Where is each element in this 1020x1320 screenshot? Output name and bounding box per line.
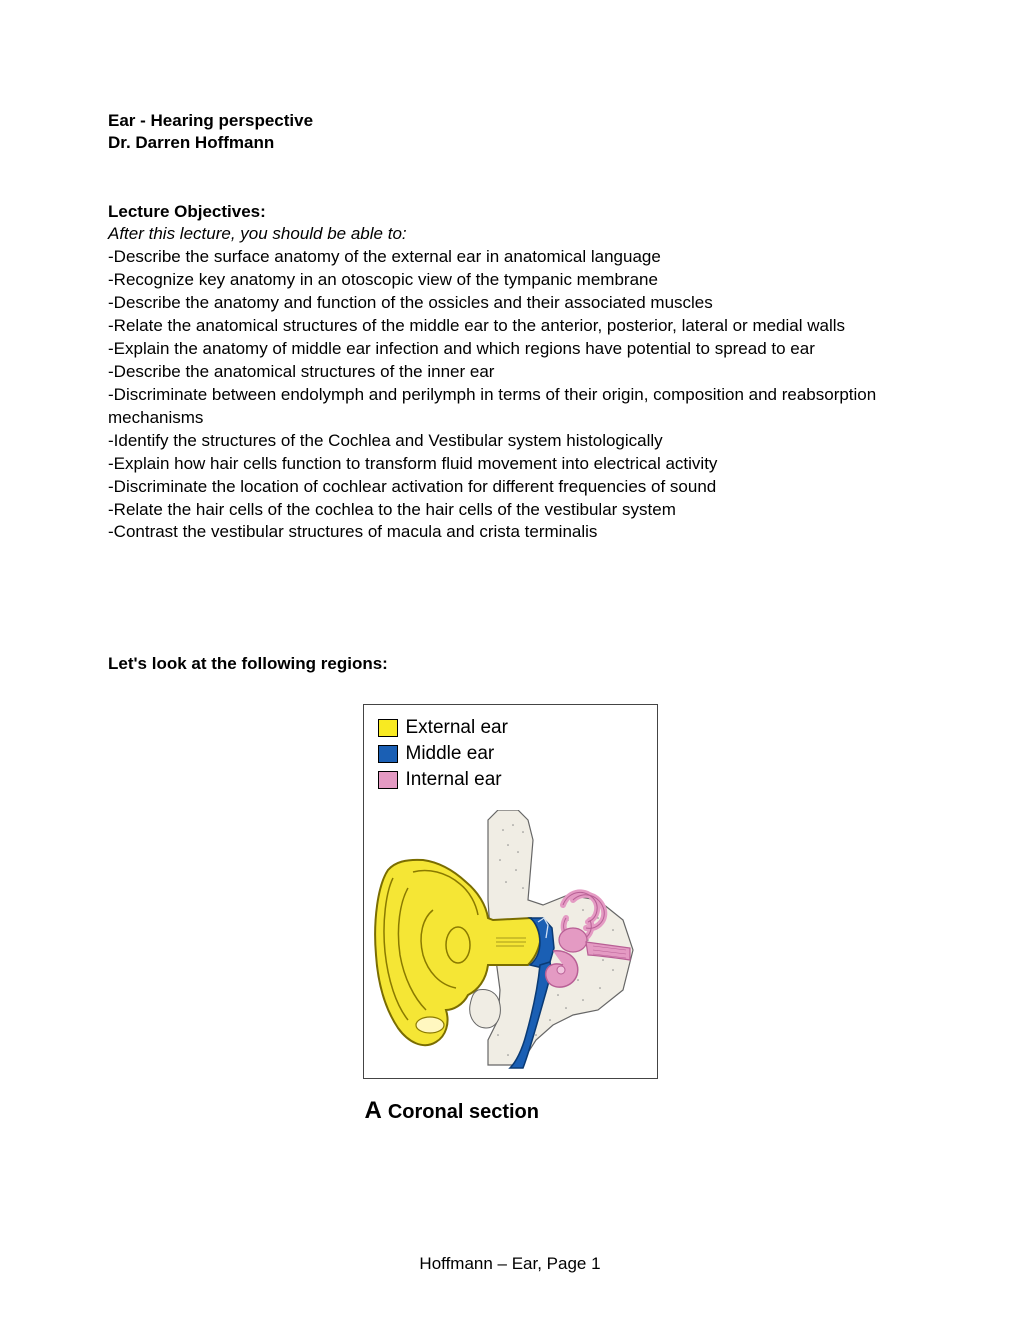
objective-item: -Contrast the vestibular structures of m… [108,521,912,544]
legend-label: External ear [406,717,508,739]
objective-item: -Describe the anatomy and function of th… [108,292,912,315]
objective-item: -Relate the anatomical structures of the… [108,315,912,338]
legend-label: Internal ear [406,769,502,791]
objective-item: -Recognize key anatomy in an otoscopic v… [108,269,912,292]
caption-text: Coronal section [388,1101,539,1123]
ear-anatomy-diagram [368,810,653,1070]
cartilage-below [469,990,500,1028]
regions-heading: Let's look at the following regions: [108,654,912,674]
legend-row: Middle ear [378,743,643,765]
figure-caption: A Coronal section [363,1097,658,1125]
objective-item: -Explain how hair cells function to tran… [108,453,912,476]
legend-swatch-internal [378,771,398,789]
objectives-intro: After this lecture, you should be able t… [108,224,912,244]
objective-item: -Discriminate the location of cochlear a… [108,476,912,499]
legend-swatch-external [378,719,398,737]
legend-row: External ear [378,717,643,739]
figure-legend: External ear Middle ear Internal ear [378,717,643,791]
auricle-lobule-highlight [416,1017,444,1033]
document-title: Ear - Hearing perspective [108,110,912,132]
legend-swatch-middle [378,745,398,763]
objectives-heading: Lecture Objectives: [108,202,912,222]
objective-item: -Explain the anatomy of middle ear infec… [108,338,912,361]
objectives-list: -Describe the surface anatomy of the ext… [108,246,912,544]
objective-item: -Describe the anatomical structures of t… [108,361,912,384]
caption-letter: A [365,1097,382,1124]
figure-container: External ear Middle ear Internal ear [108,704,912,1125]
page-footer: Hoffmann – Ear, Page 1 [0,1254,1020,1274]
figure-box: External ear Middle ear Internal ear [363,704,658,1079]
objective-item: -Describe the surface anatomy of the ext… [108,246,912,269]
objective-item: -Identify the structures of the Cochlea … [108,430,912,453]
objective-item: -Discriminate between endolymph and peri… [108,384,912,430]
legend-label: Middle ear [406,743,495,765]
objective-item: -Relate the hair cells of the cochlea to… [108,499,912,522]
document-author: Dr. Darren Hoffmann [108,132,912,154]
legend-row: Internal ear [378,769,643,791]
